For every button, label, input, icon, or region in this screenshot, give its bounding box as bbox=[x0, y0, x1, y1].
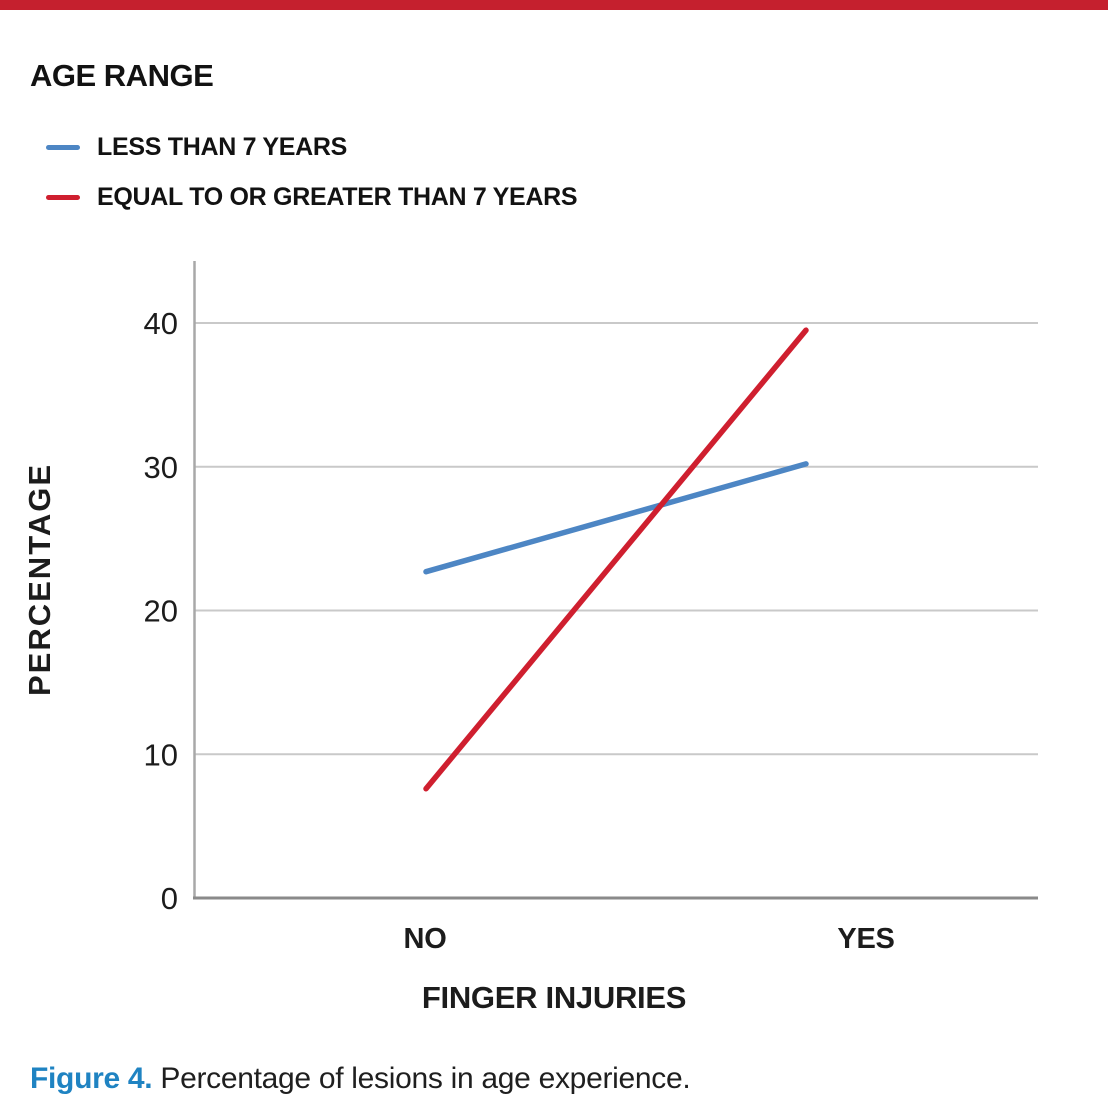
figure-caption: Figure 4. Percentage of lesions in age e… bbox=[30, 1062, 691, 1096]
figure-caption-label: Figure 4. bbox=[30, 1062, 153, 1095]
legend-item-label: LESS THAN 7 YEARS bbox=[97, 132, 348, 161]
x-category-label-no: NO bbox=[404, 923, 447, 955]
series-line-blue bbox=[423, 461, 809, 575]
y-tick-label-30: 30 bbox=[144, 450, 178, 485]
y-axis-title: PERCENTAGE bbox=[22, 463, 57, 696]
figure-caption-text: Percentage of lesions in age experience. bbox=[160, 1062, 691, 1095]
y-tick-label-40: 40 bbox=[144, 306, 178, 341]
line-chart: 0 10 20 30 40 NO YES FINGER INJURIES PERCENTAGE bbox=[22, 261, 1038, 1015]
y-tick-label-10: 10 bbox=[144, 737, 178, 772]
y-tick-label-0: 0 bbox=[161, 881, 178, 916]
y-tick-label-20: 20 bbox=[144, 594, 178, 629]
legend-title: AGE RANGE bbox=[30, 58, 214, 93]
legend-item-gte-7: EQUAL TO OR GREATER THAN 7 YEARS bbox=[46, 182, 578, 212]
legend-item-label: EQUAL TO OR GREATER THAN 7 YEARS bbox=[97, 182, 578, 211]
x-axis-title: FINGER INJURIES bbox=[422, 980, 686, 1015]
x-category-label-yes: YES bbox=[837, 923, 894, 955]
legend-item-less-than-7: LESS THAN 7 YEARS bbox=[46, 132, 347, 162]
series-line-red bbox=[423, 327, 809, 792]
legend-swatch-red-icon bbox=[46, 194, 80, 200]
top-accent-bar bbox=[0, 0, 1108, 10]
legend-swatch-blue-icon bbox=[46, 144, 80, 150]
